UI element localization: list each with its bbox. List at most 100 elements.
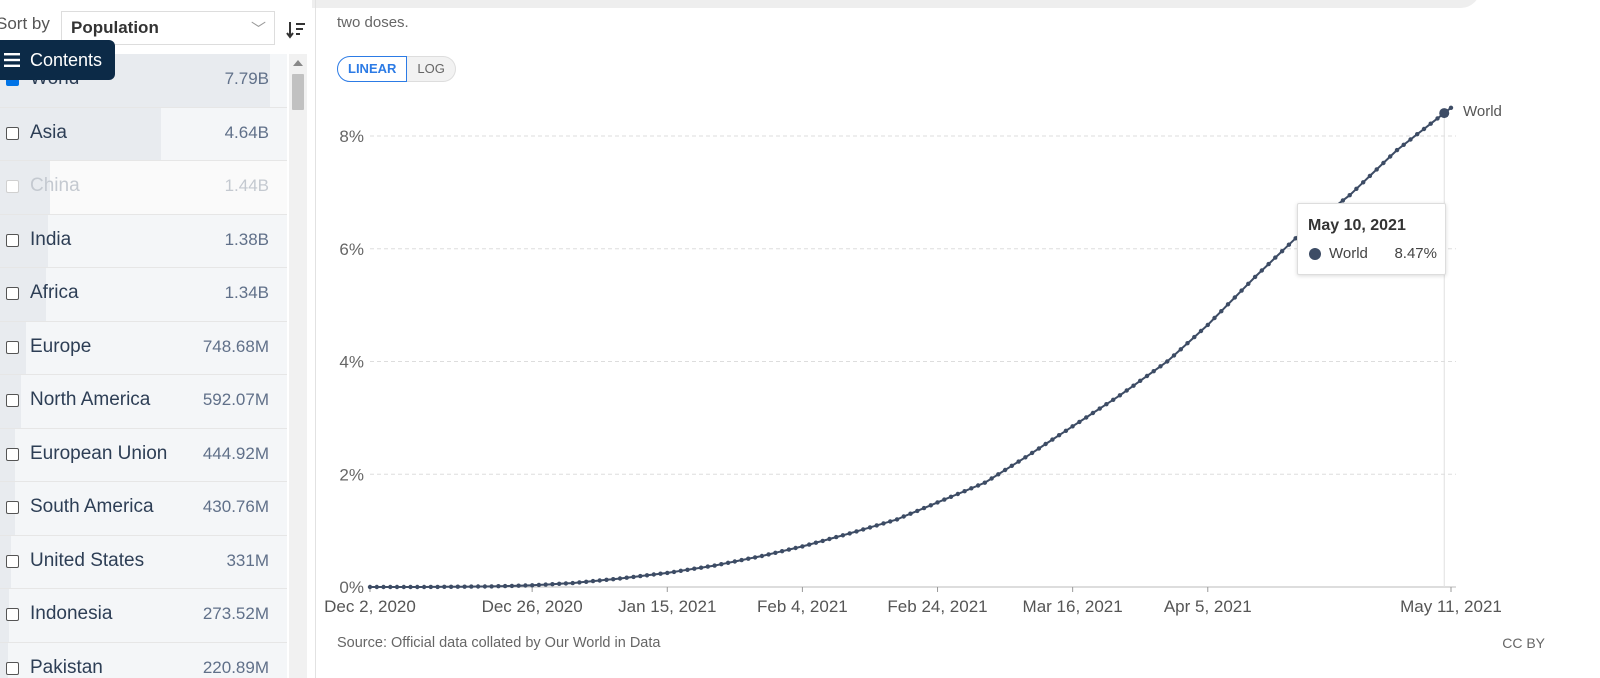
population-bar — [0, 535, 12, 588]
data-point — [1401, 142, 1406, 147]
entity-name: China — [30, 175, 80, 196]
linear-scale-button[interactable]: LINEAR — [337, 56, 408, 82]
data-point — [1029, 450, 1035, 456]
entity-name: North America — [30, 389, 151, 410]
sort-order-icon[interactable] — [286, 20, 306, 40]
data-point — [1165, 359, 1170, 364]
data-point — [1428, 121, 1433, 126]
sort-row: Sort by Population ﹀ — [0, 8, 312, 45]
checkbox[interactable] — [6, 447, 19, 461]
checkbox[interactable] — [6, 554, 19, 568]
line-chart[interactable]: 0% 2% 4% 6% 8% Dec 2, 2020 Dec 26, 2020 Jan 15,… — [316, 90, 1600, 630]
data-point — [1117, 393, 1123, 398]
checkbox[interactable] — [6, 233, 19, 247]
data-point — [1286, 242, 1292, 247]
list-item[interactable]: China 1.44B — [0, 161, 287, 215]
search-bar[interactable] — [160, 0, 1480, 8]
scrollbar[interactable] — [289, 54, 307, 678]
data-point — [388, 584, 393, 590]
data-point — [874, 523, 879, 528]
data-point — [827, 536, 832, 542]
checkbox[interactable] — [6, 661, 19, 675]
data-point — [955, 491, 960, 497]
data-point — [840, 533, 846, 538]
x-tick-label: Feb 24, 2021 — [887, 597, 987, 616]
data-point — [563, 581, 569, 586]
list-item[interactable]: European Union 444.92M — [0, 428, 287, 482]
data-point — [658, 571, 663, 576]
data-point — [496, 584, 501, 589]
entity-value: 220.89M — [202, 657, 269, 677]
data-point — [766, 552, 771, 557]
data-point — [678, 568, 683, 573]
data-point — [1056, 433, 1062, 438]
data-point — [374, 584, 379, 590]
data-point — [1171, 353, 1177, 358]
checkbox[interactable] — [6, 394, 19, 407]
data-point — [1023, 455, 1028, 460]
data-point — [759, 553, 765, 559]
data-point — [381, 584, 386, 590]
hover-point — [1439, 108, 1450, 119]
data-point — [1205, 322, 1210, 328]
list-item[interactable]: North America 592.07M — [0, 375, 287, 429]
scroll-thumb[interactable] — [292, 74, 304, 110]
checkbox[interactable] — [6, 340, 19, 354]
population-bar — [0, 107, 161, 160]
scroll-up-icon[interactable] — [293, 60, 303, 66]
contents-button[interactable]: Contents — [0, 40, 115, 80]
license-link[interactable]: CC BY — [1502, 635, 1545, 651]
data-point — [894, 517, 900, 522]
list-item[interactable]: South America 430.76M — [0, 482, 287, 536]
data-point — [1002, 467, 1008, 473]
checkbox[interactable] — [6, 287, 19, 300]
sort-select-value: Population — [71, 18, 159, 37]
list-item[interactable]: United States 331M — [0, 535, 287, 589]
data-point — [604, 577, 609, 582]
x-tick-label: May 11, 2021 — [1400, 597, 1502, 616]
data-point — [1367, 173, 1373, 179]
data-point — [692, 566, 697, 571]
sort-select[interactable]: Population ﹀ — [61, 11, 275, 45]
entity-value: 331M — [226, 550, 269, 570]
data-point — [665, 570, 670, 576]
tooltip-series-dot — [1309, 248, 1321, 260]
list-item[interactable]: Indonesia 273.52M — [0, 589, 287, 643]
entity-name: Asia — [30, 121, 67, 143]
list-item[interactable]: India 1.38B — [0, 214, 287, 268]
checkbox[interactable] — [6, 608, 19, 621]
data-point — [982, 480, 987, 485]
data-point — [779, 549, 785, 554]
data-point — [523, 583, 528, 588]
entity-value: 430.76M — [202, 497, 269, 516]
panel-divider — [315, 0, 316, 678]
entity-value: 4.64B — [224, 122, 269, 142]
data-point — [1448, 105, 1454, 110]
log-scale-button[interactable]: LOG — [407, 56, 456, 82]
data-point — [671, 569, 677, 575]
entity-value: 7.79B — [224, 69, 269, 88]
checkbox[interactable] — [6, 126, 19, 140]
list-item[interactable]: Africa 1.34B — [0, 268, 287, 322]
entity-value: 444.92M — [202, 443, 269, 463]
data-point — [557, 581, 562, 586]
data-point — [1435, 116, 1440, 121]
checkbox[interactable] — [6, 180, 19, 193]
data-point — [1036, 446, 1042, 451]
data-point — [543, 582, 548, 587]
data-point — [1084, 415, 1089, 420]
data-point — [469, 584, 474, 589]
list-item[interactable]: Pakistan 220.89M — [0, 642, 287, 678]
data-point — [725, 560, 731, 565]
checkbox[interactable] — [6, 501, 19, 514]
data-point — [1151, 369, 1156, 374]
data-point — [1408, 137, 1413, 142]
data-point — [752, 555, 758, 560]
entity-name: Europe — [30, 335, 92, 357]
data-point — [1158, 364, 1163, 369]
list-item[interactable]: Europe 748.68M — [0, 321, 287, 375]
data-point — [1131, 383, 1136, 388]
data-point — [975, 483, 981, 488]
tooltip-date: May 10, 2021 — [1308, 217, 1406, 234]
list-item[interactable]: Asia 4.64B — [0, 107, 287, 161]
